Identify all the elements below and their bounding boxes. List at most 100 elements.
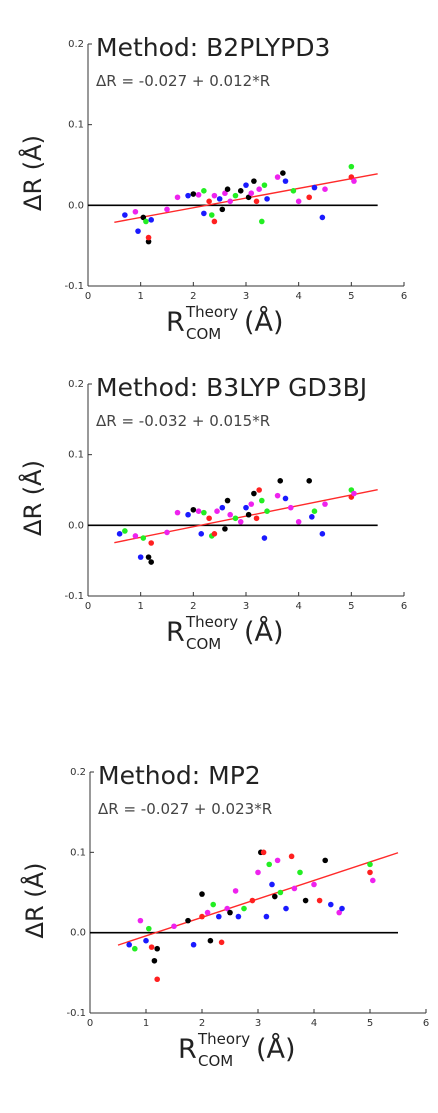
data-point [224, 186, 231, 192]
fit-line [114, 488, 378, 544]
data-point [132, 533, 139, 539]
data-point [171, 923, 177, 930]
data-point [137, 917, 144, 924]
method-title: Method: MP2 [98, 761, 261, 790]
y-axis-label: ΔR (Å) [18, 460, 47, 536]
data-point [288, 853, 295, 860]
data-point [248, 190, 255, 197]
x-tick-label: 4 [295, 291, 301, 302]
data-point [248, 501, 255, 507]
x-tick-label: 5 [348, 601, 354, 612]
chart-panel-3: -0.1 0.0 0.1 0.2 0 1 2 3 4 5 6 Method: MP2 ΔR = -0.0… [20, 761, 429, 1070]
fit-equation: ΔR = -0.027 + 0.012*R [96, 72, 270, 90]
data-point [351, 490, 357, 497]
x-tick-label: 1 [137, 601, 143, 612]
data-point [272, 893, 278, 900]
y-axis-label: ΔR (Å) [20, 863, 49, 939]
data-point [148, 540, 154, 546]
data-point [274, 174, 281, 180]
data-point [235, 913, 242, 920]
data-point [274, 857, 281, 864]
data-point [251, 178, 257, 184]
data-point [282, 495, 289, 502]
data-point [274, 492, 281, 499]
data-point [222, 526, 228, 532]
data-point [336, 909, 343, 916]
data-point [283, 905, 289, 912]
x-tick-label: 0 [85, 601, 91, 612]
data-point [174, 194, 181, 201]
data-point [143, 937, 149, 944]
x-label-unit: (Å) [244, 616, 284, 648]
data-point [216, 913, 222, 920]
data-point [290, 188, 297, 194]
data-point [311, 184, 318, 191]
data-point [291, 885, 298, 892]
data-point [216, 196, 223, 202]
data-point [190, 941, 197, 948]
data-point [185, 511, 191, 518]
y-tick-label: 0.1 [68, 450, 84, 461]
y-tick-label: 0.0 [68, 200, 84, 211]
data-point [146, 925, 152, 932]
data-point [145, 554, 152, 560]
data-point [243, 182, 249, 188]
x-tick-label: 3 [255, 1018, 261, 1029]
data-point [322, 186, 328, 192]
x-axis-label: R [178, 1034, 197, 1065]
data-point [328, 901, 334, 908]
y-tick-label: 0.2 [70, 767, 86, 778]
data-point [132, 208, 139, 215]
data-point [154, 945, 160, 952]
data-point [122, 212, 128, 218]
x-label-superscript: Theory [185, 613, 238, 631]
data-point [302, 897, 309, 904]
data-point [199, 913, 205, 920]
x-tick-label: 1 [137, 291, 143, 302]
data-point [253, 515, 260, 522]
data-point [164, 206, 170, 213]
data-point [148, 944, 155, 950]
data-point [256, 186, 262, 192]
fit-equation: ΔR = -0.032 + 0.015*R [96, 412, 270, 430]
data-point [348, 163, 355, 170]
data-point [211, 192, 218, 199]
data-point [198, 531, 205, 537]
data-point [195, 192, 202, 198]
data-point [319, 214, 326, 221]
data-point [367, 861, 373, 868]
x-tick-label: 2 [190, 291, 196, 302]
data-point [126, 941, 132, 948]
data-point [143, 218, 149, 225]
x-tick-label: 2 [190, 601, 196, 612]
x-tick-label: 6 [401, 291, 407, 302]
x-tick-label: 3 [243, 601, 249, 612]
fit-line [117, 852, 399, 946]
x-tick-label: 2 [199, 1018, 205, 1029]
data-point [256, 487, 262, 493]
data-point [148, 559, 154, 565]
data-point [185, 192, 191, 199]
data-point [201, 188, 207, 194]
y-tick-label: -0.1 [64, 281, 84, 292]
data-point [140, 214, 147, 221]
data-point [280, 170, 286, 176]
data-point [261, 182, 268, 188]
y-tick-label: 0.0 [70, 928, 86, 939]
y-axis-label: ΔR (Å) [18, 135, 47, 211]
x-label-main: R [166, 307, 185, 338]
y-tick-label: -0.1 [64, 591, 84, 602]
data-point [145, 238, 152, 245]
data-point [227, 198, 233, 205]
y-tick-label: 0.1 [70, 847, 86, 858]
x-label-main: R [178, 1034, 197, 1065]
x-tick-label: 6 [423, 1018, 429, 1029]
data-point [245, 194, 252, 201]
data-point [232, 515, 239, 522]
data-point [295, 519, 302, 525]
data-point [132, 945, 138, 952]
y-tick-label: 0.2 [68, 379, 84, 390]
x-tick-label: 5 [367, 1018, 373, 1029]
data-point [137, 554, 144, 560]
data-point [348, 174, 355, 180]
